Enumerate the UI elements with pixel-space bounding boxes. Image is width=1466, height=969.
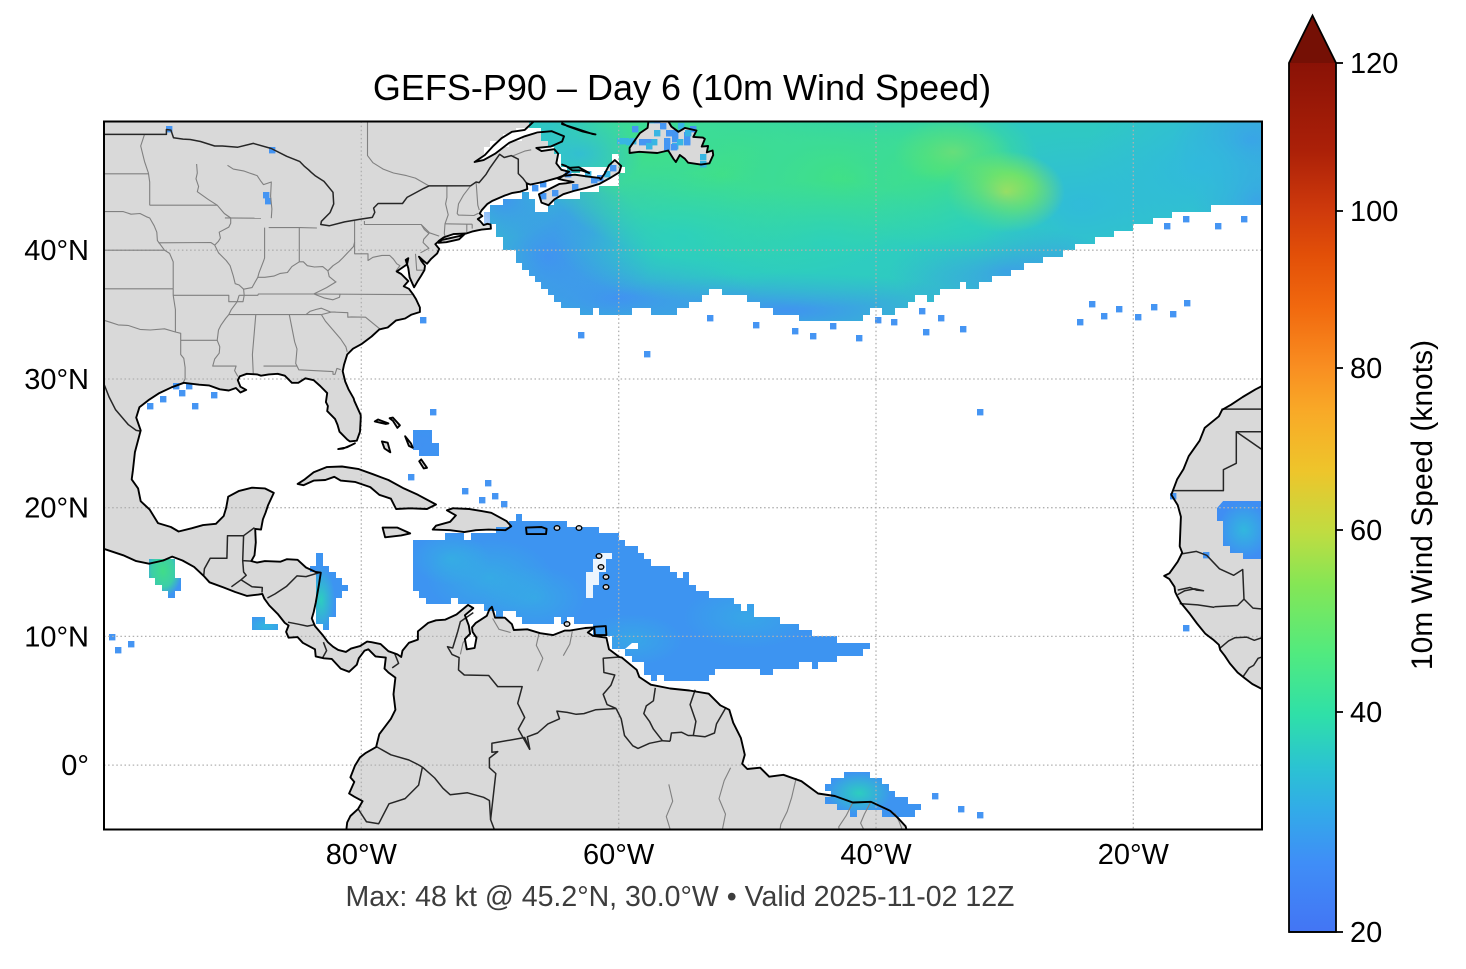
svg-text:GEFS-P90 – Day 6 (10m Wind Spe: GEFS-P90 – Day 6 (10m Wind Speed) [373,67,991,108]
svg-text:60°W: 60°W [583,839,655,871]
svg-text:20°W: 20°W [1098,839,1170,871]
svg-text:Max: 48 kt @ 45.2°N, 30.0°W •: Max: 48 kt @ 45.2°N, 30.0°W • Valid 2025… [346,881,1015,913]
svg-text:40°N: 40°N [24,235,89,267]
svg-text:20°N: 20°N [24,493,89,525]
svg-text:10m Wind Speed (knots): 10m Wind Speed (knots) [1406,340,1439,670]
svg-text:120: 120 [1350,48,1398,80]
svg-text:20: 20 [1350,917,1382,949]
svg-text:40°W: 40°W [840,839,912,871]
svg-text:80: 80 [1350,353,1382,385]
svg-text:60: 60 [1350,515,1382,547]
svg-text:10°N: 10°N [24,621,89,653]
svg-text:0°: 0° [61,750,89,782]
svg-text:100: 100 [1350,196,1398,228]
svg-text:40: 40 [1350,697,1382,729]
svg-text:30°N: 30°N [24,364,89,396]
svg-text:80°W: 80°W [326,839,398,871]
